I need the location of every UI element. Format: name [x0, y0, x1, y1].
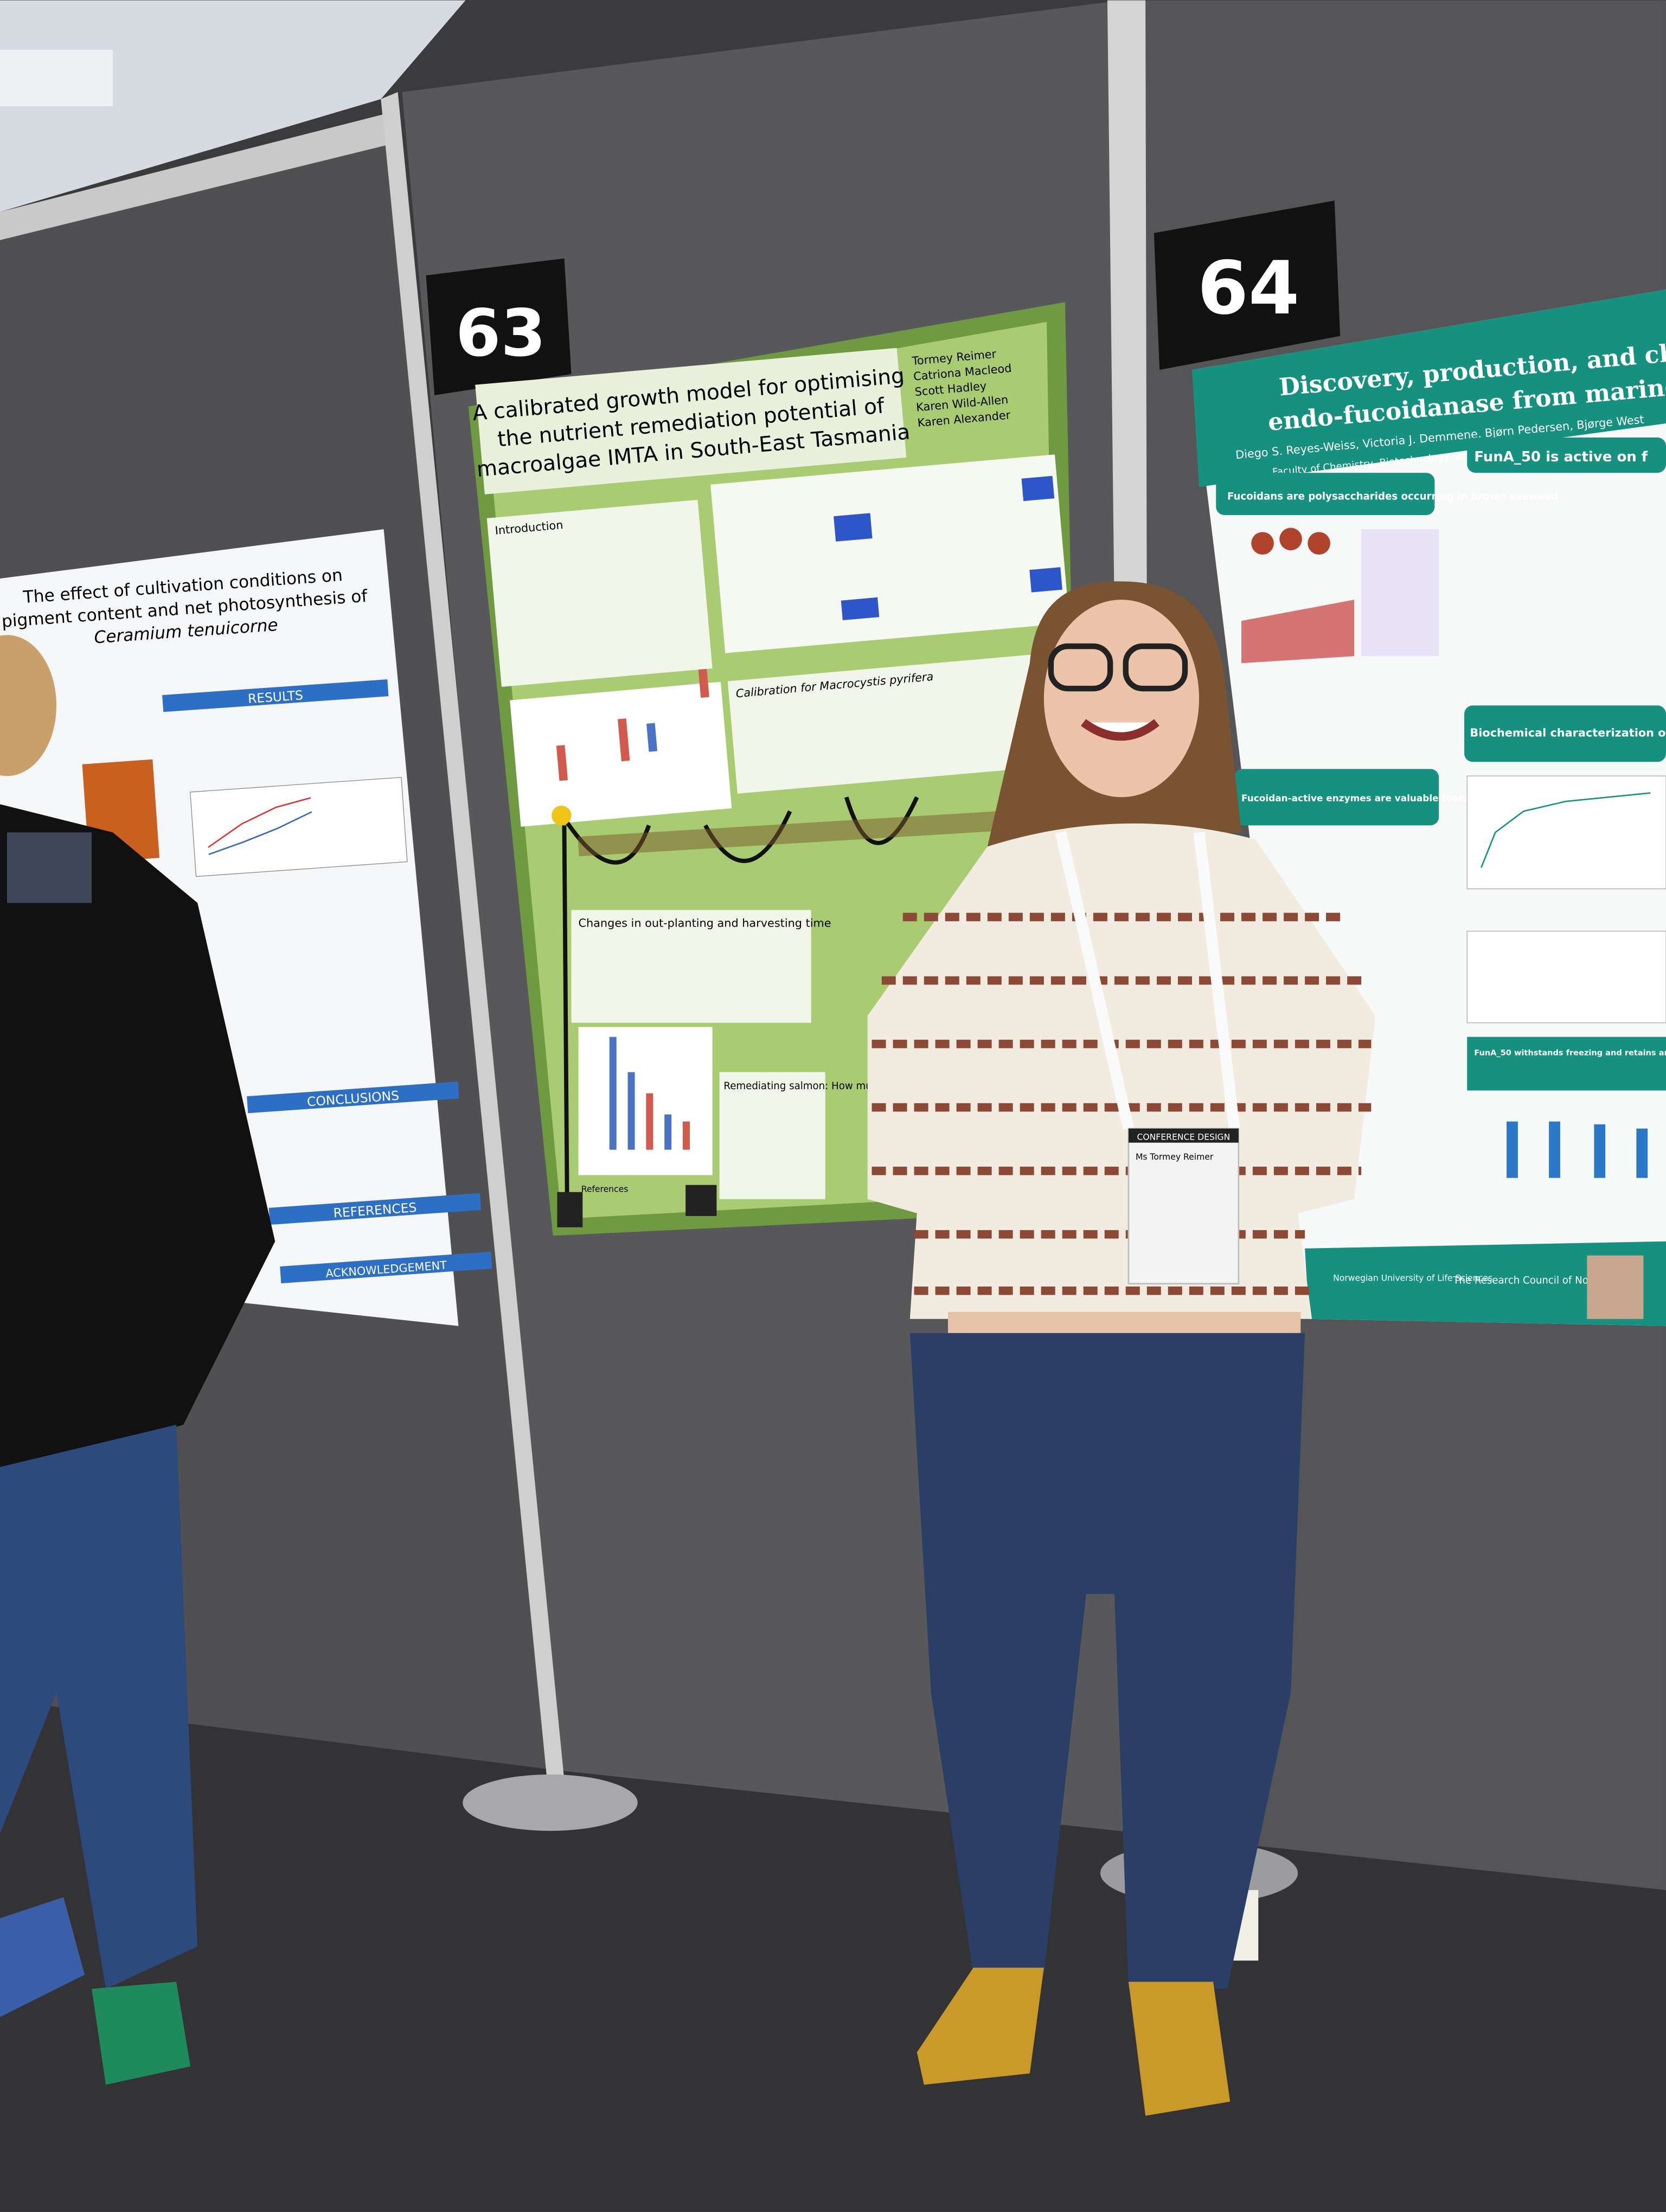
section-title: Fucoidan-active enzymes are valuable too… [1241, 793, 1468, 803]
author-photo [1587, 1255, 1644, 1319]
section-header [268, 1193, 482, 1225]
seaweed-icon [1308, 532, 1330, 555]
name-badge [1127, 1128, 1240, 1285]
section-title: Fucoidans are polysaccharides occurring … [1227, 491, 1558, 502]
glasses [1048, 643, 1113, 692]
bar [627, 1072, 635, 1150]
section-header [247, 1081, 459, 1114]
bar [1594, 1124, 1606, 1178]
text-block [727, 651, 1082, 794]
shirt-pattern [7, 832, 92, 903]
badge-name: Ms Tormey Reimer [1136, 1152, 1214, 1162]
box [646, 723, 658, 752]
seaweed-icon [1279, 528, 1302, 551]
jeans [0, 1424, 198, 1989]
section-header [1464, 705, 1666, 762]
section-title: FunA_50 withstands freezing and retains … [1474, 1048, 1666, 1057]
shoe [92, 1982, 191, 2085]
glasses [1123, 643, 1188, 692]
left-shoe [917, 1967, 1044, 2085]
diagram-node [1021, 475, 1055, 501]
number-sign [426, 258, 572, 396]
logo-text: The Research Council of Norway [1452, 1275, 1612, 1287]
poster-chart [1466, 930, 1666, 1024]
mooring-block [557, 1192, 583, 1227]
text-block [486, 499, 713, 687]
badge-header-text: CONFERENCE DESIGN [1137, 1132, 1230, 1142]
ceiling-light [0, 49, 113, 106]
box [556, 745, 568, 781]
diagram [710, 454, 1070, 653]
seaweed-icon [1251, 532, 1274, 555]
bar [609, 1037, 617, 1150]
badge-header [1128, 1128, 1239, 1143]
bar [1549, 1121, 1560, 1178]
section-title: References [581, 1185, 629, 1194]
logo-text: Norwegian University of Life Sciences [1333, 1274, 1492, 1283]
section-title: Biochemical characterization of Fu [1470, 726, 1666, 739]
bar [664, 1114, 672, 1150]
qr-code [685, 1185, 717, 1216]
bar [646, 1093, 653, 1150]
right-shoe [1128, 1982, 1231, 2116]
pole-base [463, 1774, 638, 1831]
section-header [1234, 769, 1439, 826]
buoy [552, 805, 572, 826]
bar [1507, 1121, 1518, 1178]
diagram-node [1029, 567, 1062, 593]
title-box [475, 348, 907, 494]
section-title: Changes in out-planting and harvesting t… [578, 917, 831, 930]
bar-chart [578, 1027, 713, 1175]
poster-number: 63 [456, 296, 546, 371]
seaweed-illustration [578, 808, 1045, 857]
text-block [719, 1072, 825, 1199]
section-header [162, 679, 389, 712]
sweater-stripes [872, 912, 1372, 1295]
box [698, 668, 709, 698]
sweater [867, 823, 1376, 1319]
chart-line [1481, 792, 1651, 868]
structure-icons [1241, 600, 1355, 664]
mooring-line [562, 825, 569, 1199]
jeans [909, 1333, 1305, 1989]
number-sign [1154, 201, 1341, 370]
text-block [571, 910, 811, 1023]
diagram-node [841, 597, 880, 620]
chart-line [208, 811, 312, 856]
poster-number: 64 [1197, 245, 1299, 331]
backpack [0, 804, 275, 1481]
footer-band [1305, 1241, 1666, 1326]
face [1043, 600, 1200, 798]
poster-chart [1466, 775, 1666, 890]
ceiling [0, 0, 466, 212]
chart-line [208, 797, 311, 848]
section-title: FunA_50 is active on f [1474, 449, 1648, 465]
smile [1081, 719, 1159, 741]
shoe [0, 1897, 85, 2017]
section-header [1467, 1037, 1666, 1091]
section-header [1216, 473, 1435, 516]
bar [1636, 1128, 1648, 1178]
diagram-node [834, 513, 873, 542]
section-header [280, 1251, 492, 1284]
section-header [1467, 438, 1666, 473]
carpet [0, 1700, 1666, 2212]
bar [682, 1121, 690, 1150]
activity-box [1361, 529, 1439, 657]
frame-pole [381, 92, 565, 1783]
frame-top-left [0, 113, 402, 240]
poster-chart [190, 777, 408, 877]
head [0, 635, 57, 776]
lanyard [1055, 831, 1240, 1130]
box [618, 718, 630, 762]
